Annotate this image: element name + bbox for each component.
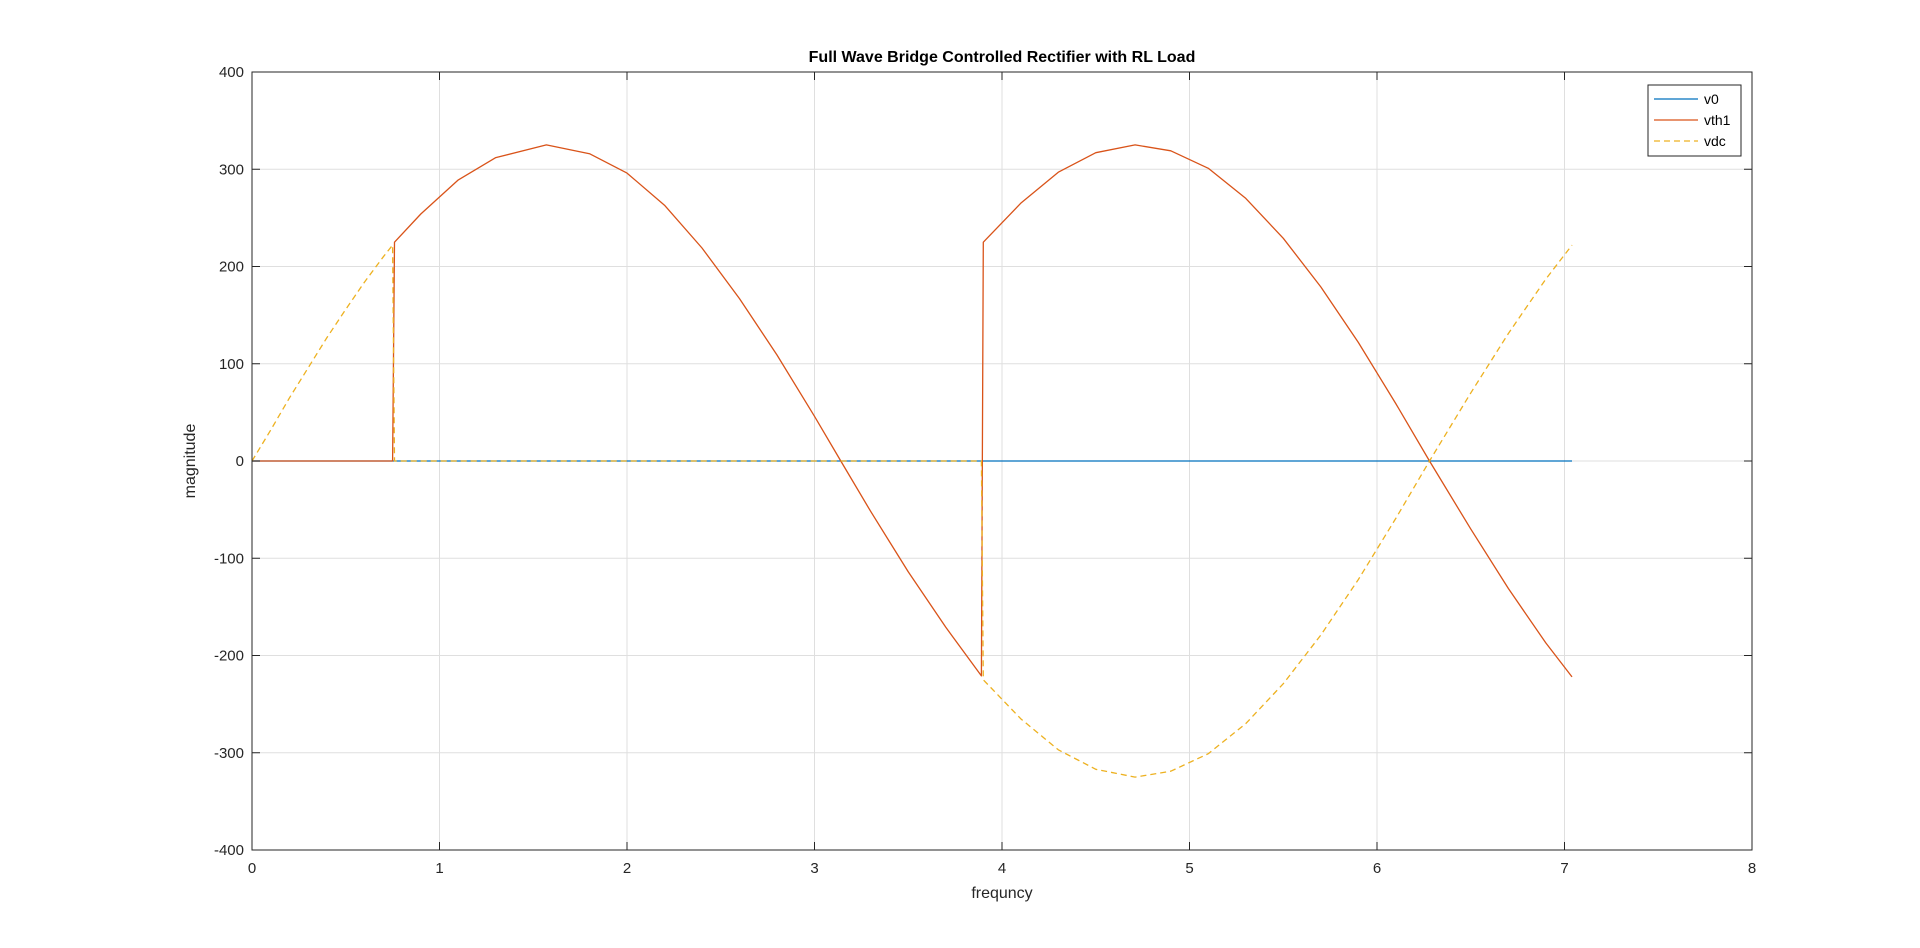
x-tick-label: 3: [810, 860, 818, 877]
legend-label-vth1: vth1: [1704, 112, 1731, 128]
y-tick-label: -200: [214, 648, 244, 665]
x-tick-label: 8: [1748, 860, 1756, 877]
x-tick-label: 6: [1373, 860, 1381, 877]
series-line-vth1: [252, 144, 1573, 678]
tick-marks: [251, 71, 1753, 851]
plot-area: 0 1 2 3 4 5 6 7 8 -400 -300 -200 -100 0 100 200 300 400: [214, 64, 1756, 877]
chart-title: Full Wave Bridge Controlled Rectifier wi…: [809, 49, 1196, 66]
x-axis-label: frequncy: [971, 885, 1032, 902]
x-tick-label: 5: [1185, 860, 1193, 877]
legend-label-v0: v0: [1704, 91, 1719, 107]
y-tick-label: -400: [214, 842, 244, 859]
legend-label-vdc: vdc: [1704, 133, 1726, 149]
y-tick-label: -100: [214, 550, 244, 567]
y-tick-labels: -400 -300 -200 -100 0 100 200 300 400: [214, 64, 244, 859]
x-tick-label: 7: [1560, 860, 1568, 877]
y-tick-label: 0: [236, 453, 244, 470]
series-layer: [252, 144, 1573, 778]
y-axis-label: magnitude: [182, 424, 199, 499]
legend: v0 vth1 vdc: [1647, 84, 1742, 157]
x-tick-label: 4: [998, 860, 1006, 877]
y-tick-label: 300: [219, 161, 244, 178]
series-line-vdc: [252, 244, 1573, 778]
x-tick-label: 1: [435, 860, 443, 877]
y-tick-label: 100: [219, 356, 244, 373]
y-tick-label: 200: [219, 259, 244, 276]
x-tick-label: 2: [623, 860, 631, 877]
y-tick-label: 400: [219, 64, 244, 81]
x-tick-labels: 0 1 2 3 4 5 6 7 8: [248, 860, 1756, 877]
y-tick-label: -300: [214, 745, 244, 762]
x-tick-label: 0: [248, 860, 256, 877]
